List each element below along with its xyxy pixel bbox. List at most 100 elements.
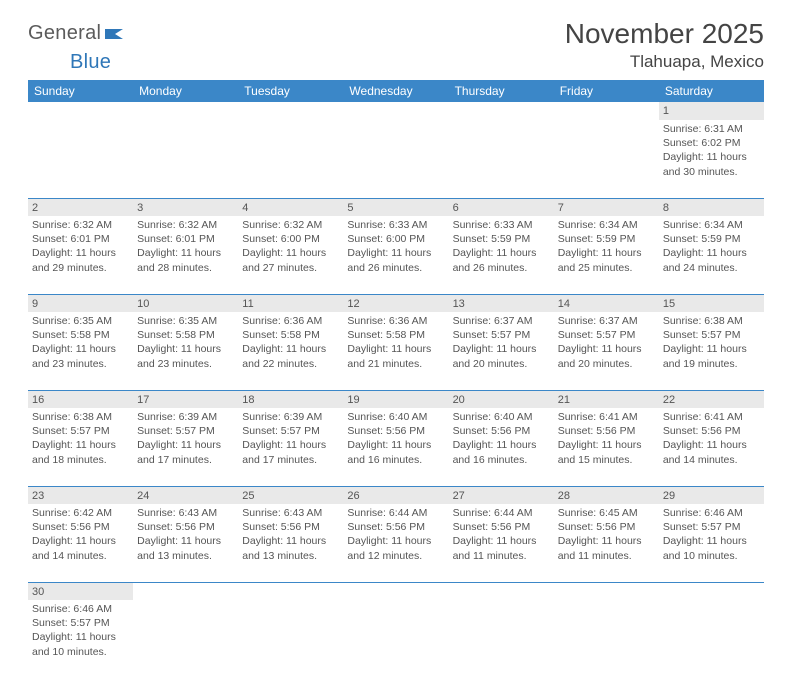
logo-flag-icon xyxy=(105,22,127,45)
day-number: 18 xyxy=(238,390,343,408)
weekday-header-row: SundayMondayTuesdayWednesdayThursdayFrid… xyxy=(28,80,764,102)
day-cell: Sunrise: 6:44 AMSunset: 5:56 PMDaylight:… xyxy=(343,504,448,582)
day-cell: Sunrise: 6:33 AMSunset: 5:59 PMDaylight:… xyxy=(449,216,554,294)
day-number: 25 xyxy=(238,486,343,504)
day-number: 22 xyxy=(659,390,764,408)
header: General Blue November 2025 Tlahuapa, Mex… xyxy=(28,18,764,74)
day-cell: Sunrise: 6:35 AMSunset: 5:58 PMDaylight:… xyxy=(133,312,238,390)
day-cell: Sunrise: 6:37 AMSunset: 5:57 PMDaylight:… xyxy=(449,312,554,390)
logo-text-blue: Blue xyxy=(70,51,111,73)
day-number: 17 xyxy=(133,390,238,408)
day-cell: Sunrise: 6:39 AMSunset: 5:57 PMDaylight:… xyxy=(133,408,238,486)
day-number xyxy=(133,582,238,600)
day-cell xyxy=(343,120,448,198)
day-number xyxy=(449,582,554,600)
day-cell: Sunrise: 6:43 AMSunset: 5:56 PMDaylight:… xyxy=(238,504,343,582)
day-number: 28 xyxy=(554,486,659,504)
weekday-header: Saturday xyxy=(659,80,764,102)
day-cell: Sunrise: 6:44 AMSunset: 5:56 PMDaylight:… xyxy=(449,504,554,582)
day-cell: Sunrise: 6:36 AMSunset: 5:58 PMDaylight:… xyxy=(238,312,343,390)
day-cell: Sunrise: 6:42 AMSunset: 5:56 PMDaylight:… xyxy=(28,504,133,582)
weekday-header: Monday xyxy=(133,80,238,102)
day-body-row: Sunrise: 6:38 AMSunset: 5:57 PMDaylight:… xyxy=(28,408,764,486)
day-body-row: Sunrise: 6:42 AMSunset: 5:56 PMDaylight:… xyxy=(28,504,764,582)
day-number: 13 xyxy=(449,294,554,312)
day-number xyxy=(554,102,659,120)
day-cell: Sunrise: 6:32 AMSunset: 6:01 PMDaylight:… xyxy=(133,216,238,294)
location: Tlahuapa, Mexico xyxy=(565,52,764,72)
day-number: 15 xyxy=(659,294,764,312)
day-number: 11 xyxy=(238,294,343,312)
day-cell: Sunrise: 6:37 AMSunset: 5:57 PMDaylight:… xyxy=(554,312,659,390)
day-cell: Sunrise: 6:32 AMSunset: 6:01 PMDaylight:… xyxy=(28,216,133,294)
day-cell: Sunrise: 6:31 AMSunset: 6:02 PMDaylight:… xyxy=(659,120,764,198)
day-number-row: 30 xyxy=(28,582,764,600)
day-number: 19 xyxy=(343,390,448,408)
day-number: 29 xyxy=(659,486,764,504)
day-number: 24 xyxy=(133,486,238,504)
day-number: 6 xyxy=(449,198,554,216)
day-number: 20 xyxy=(449,390,554,408)
day-number xyxy=(554,582,659,600)
day-cell: Sunrise: 6:38 AMSunset: 5:57 PMDaylight:… xyxy=(28,408,133,486)
day-cell xyxy=(28,120,133,198)
calendar-table: SundayMondayTuesdayWednesdayThursdayFrid… xyxy=(28,80,764,678)
day-number: 2 xyxy=(28,198,133,216)
day-body-row: Sunrise: 6:31 AMSunset: 6:02 PMDaylight:… xyxy=(28,120,764,198)
day-number xyxy=(343,582,448,600)
day-cell: Sunrise: 6:40 AMSunset: 5:56 PMDaylight:… xyxy=(449,408,554,486)
day-cell: Sunrise: 6:45 AMSunset: 5:56 PMDaylight:… xyxy=(554,504,659,582)
day-cell: Sunrise: 6:35 AMSunset: 5:58 PMDaylight:… xyxy=(28,312,133,390)
logo: General Blue xyxy=(28,22,127,74)
day-cell: Sunrise: 6:36 AMSunset: 5:58 PMDaylight:… xyxy=(343,312,448,390)
day-number xyxy=(28,102,133,120)
day-number xyxy=(659,582,764,600)
weekday-header: Friday xyxy=(554,80,659,102)
day-cell: Sunrise: 6:38 AMSunset: 5:57 PMDaylight:… xyxy=(659,312,764,390)
day-cell xyxy=(554,120,659,198)
day-cell xyxy=(238,120,343,198)
day-cell: Sunrise: 6:33 AMSunset: 6:00 PMDaylight:… xyxy=(343,216,448,294)
day-number xyxy=(238,102,343,120)
day-cell: Sunrise: 6:40 AMSunset: 5:56 PMDaylight:… xyxy=(343,408,448,486)
day-cell xyxy=(133,120,238,198)
day-number-row: 9101112131415 xyxy=(28,294,764,312)
day-number-row: 1 xyxy=(28,102,764,120)
day-body-row: Sunrise: 6:35 AMSunset: 5:58 PMDaylight:… xyxy=(28,312,764,390)
day-number: 1 xyxy=(659,102,764,120)
day-number: 27 xyxy=(449,486,554,504)
day-number: 23 xyxy=(28,486,133,504)
day-number xyxy=(133,102,238,120)
weekday-header: Tuesday xyxy=(238,80,343,102)
day-cell: Sunrise: 6:46 AMSunset: 5:57 PMDaylight:… xyxy=(659,504,764,582)
day-number-row: 23242526272829 xyxy=(28,486,764,504)
logo-text-general: General xyxy=(28,22,101,44)
day-number-row: 2345678 xyxy=(28,198,764,216)
day-number: 14 xyxy=(554,294,659,312)
day-number: 8 xyxy=(659,198,764,216)
day-number: 21 xyxy=(554,390,659,408)
page-title: November 2025 xyxy=(565,18,764,50)
weekday-header: Sunday xyxy=(28,80,133,102)
day-number xyxy=(238,582,343,600)
day-number: 9 xyxy=(28,294,133,312)
day-cell: Sunrise: 6:34 AMSunset: 5:59 PMDaylight:… xyxy=(659,216,764,294)
day-cell: Sunrise: 6:41 AMSunset: 5:56 PMDaylight:… xyxy=(554,408,659,486)
day-number: 26 xyxy=(343,486,448,504)
day-cell: Sunrise: 6:34 AMSunset: 5:59 PMDaylight:… xyxy=(554,216,659,294)
day-cell: Sunrise: 6:32 AMSunset: 6:00 PMDaylight:… xyxy=(238,216,343,294)
day-number xyxy=(343,102,448,120)
day-cell xyxy=(449,120,554,198)
day-body-row: Sunrise: 6:32 AMSunset: 6:01 PMDaylight:… xyxy=(28,216,764,294)
day-number xyxy=(449,102,554,120)
weekday-header: Wednesday xyxy=(343,80,448,102)
day-number: 7 xyxy=(554,198,659,216)
day-number: 4 xyxy=(238,198,343,216)
day-number: 10 xyxy=(133,294,238,312)
day-number: 30 xyxy=(28,582,133,600)
day-number: 3 xyxy=(133,198,238,216)
weekday-header: Thursday xyxy=(449,80,554,102)
day-number: 12 xyxy=(343,294,448,312)
day-number-row: 16171819202122 xyxy=(28,390,764,408)
day-number: 5 xyxy=(343,198,448,216)
